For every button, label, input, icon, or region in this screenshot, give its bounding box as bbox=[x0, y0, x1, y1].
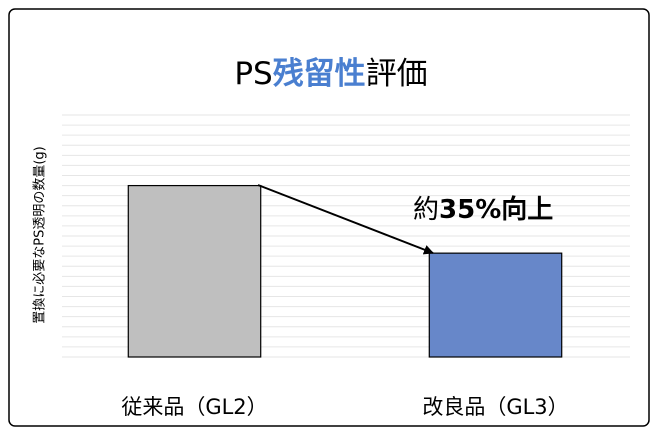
annotation: 約35%向上 bbox=[413, 194, 553, 225]
bar bbox=[127, 184, 262, 358]
chart-title: PS残留性評価 bbox=[234, 56, 427, 92]
x-tick-label: 改良品（GL3） bbox=[422, 395, 568, 419]
title-part: PS bbox=[234, 56, 272, 92]
bar bbox=[428, 252, 563, 358]
arrow bbox=[257, 184, 434, 255]
annotation-highlight: 35%向上 bbox=[439, 194, 553, 225]
title-part: 評価 bbox=[366, 56, 428, 92]
title-highlight: 残留性 bbox=[273, 56, 366, 92]
annotation-part: 約 bbox=[413, 195, 439, 225]
y-axis-label: 置換に必要なPS透明の数量(g) bbox=[33, 146, 48, 324]
x-tick-label: 従来品（GL2） bbox=[121, 395, 267, 419]
plot: 従来品（GL2） 改良品（GL3） bbox=[62, 114, 630, 419]
